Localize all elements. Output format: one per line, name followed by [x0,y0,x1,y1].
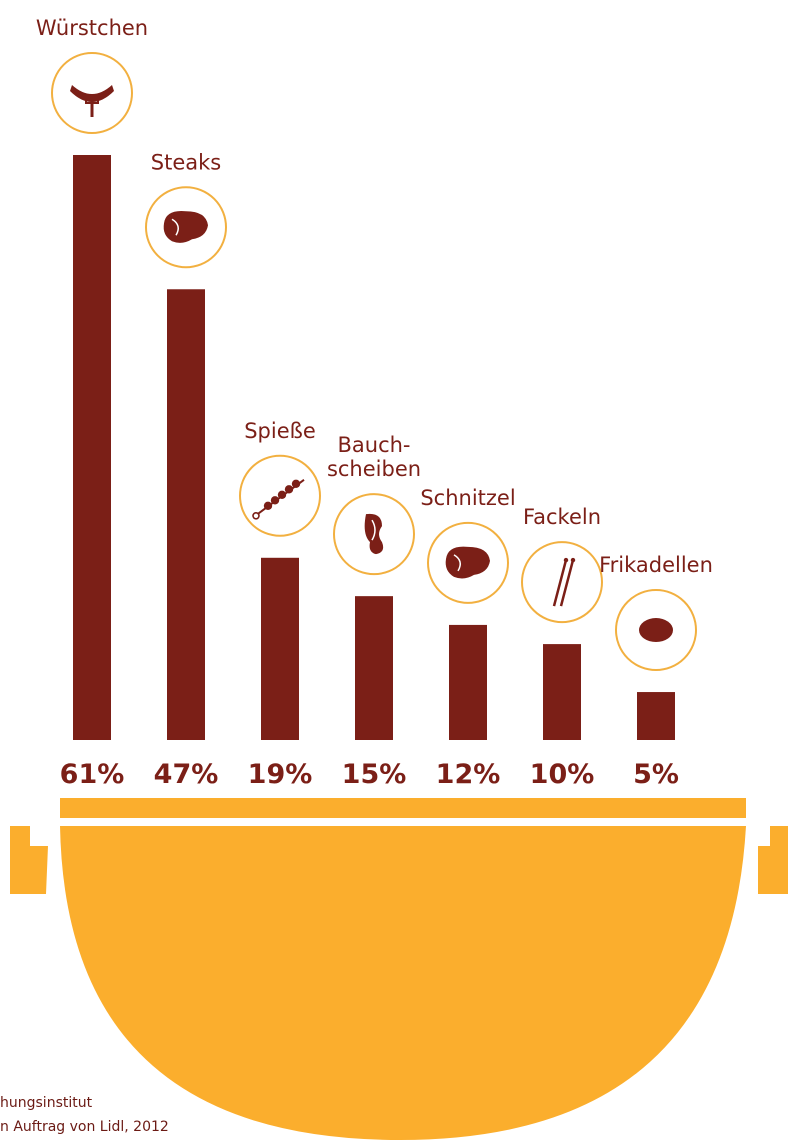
value-label-3: 15% [342,759,407,790]
value-label-1: 47% [154,759,219,790]
value-labels: 61% 47% 19% 15% 12% 10% 5% [60,759,679,790]
bar-1 [167,289,205,740]
category-label-3-line-1: scheiben [327,457,421,481]
grill-handle-left [10,826,48,894]
source-note: hungsinstitut n Auftrag von Lidl, 2012 [0,1095,169,1135]
value-label-5: 10% [530,759,595,790]
category-labels: Würstchen Steaks Spieße Bauch-scheiben Schni… [36,16,713,577]
value-label-6: 5% [633,759,679,790]
source-line-2: n Auftrag von Lidl, 2012 [0,1119,169,1135]
schnitzel-icon [427,521,509,604]
bar-2 [261,557,299,740]
bar-5 [543,644,581,740]
bar-0 [73,155,111,740]
bars [73,155,675,740]
value-label-0: 61% [60,759,125,790]
bar-6 [637,692,675,740]
grill-handle-right [758,826,788,894]
steak-icon [145,186,227,269]
bar-3 [355,596,393,740]
bar-4 [449,624,487,740]
value-label-4: 12% [436,759,501,790]
sausage-icon [51,52,133,134]
meatball-icon [615,589,697,672]
grill-bowl [60,826,746,1140]
category-label-3-line-0: Bauch- [337,433,410,457]
pork-belly-icon [333,493,415,576]
grill-rim [60,798,746,818]
source-line-1: hungsinstitut [0,1095,93,1111]
skewer-icon [239,454,321,537]
category-label-1: Steaks [151,150,221,174]
category-label-2: Spieße [244,419,316,443]
category-label-5: Fackeln [523,505,601,529]
fackeln-icon [521,541,603,624]
category-label-4: Schnitzel [420,486,515,510]
value-label-2: 19% [248,759,313,790]
category-label-0: Würstchen [36,16,148,40]
icons [51,52,697,672]
category-label-6: Frikadellen [599,553,713,577]
grill-graphic [10,798,788,1140]
